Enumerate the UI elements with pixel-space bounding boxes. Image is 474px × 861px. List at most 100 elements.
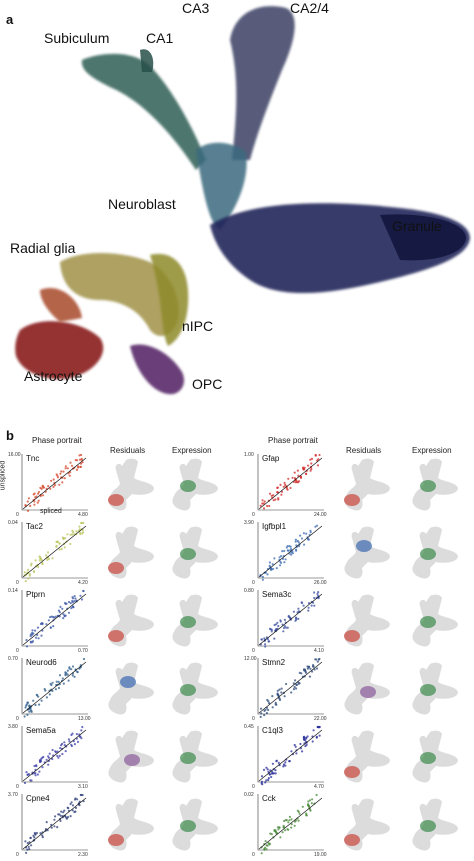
- phase-point: [264, 846, 267, 849]
- umap-silhouette: [344, 526, 390, 579]
- phase-point: [71, 674, 74, 677]
- phase-point: [37, 637, 40, 640]
- phase-point: [81, 461, 84, 464]
- phase-point: [271, 563, 274, 566]
- phase-point: [272, 494, 275, 497]
- phase-point: [306, 735, 309, 738]
- phase-point: [275, 759, 278, 762]
- phase-point: [297, 541, 300, 544]
- phase-point: [46, 558, 49, 561]
- phase-point: [71, 665, 75, 668]
- phase-point: [41, 494, 45, 497]
- phase-point: [29, 564, 33, 567]
- phase-point: [69, 461, 72, 464]
- phase-point: [28, 710, 31, 713]
- phase-point: [317, 591, 320, 594]
- phase-point: [28, 848, 31, 851]
- highlight-region: [420, 684, 436, 696]
- phase-point: [56, 826, 59, 829]
- phase-point: [270, 630, 273, 633]
- phase-point: [34, 772, 37, 775]
- phase-point: [262, 768, 266, 771]
- gene-name: Tnc: [26, 454, 40, 463]
- phase-point: [48, 693, 51, 696]
- phase-point: [315, 524, 319, 527]
- phase-point: [274, 769, 277, 772]
- phase-point: [313, 591, 316, 594]
- phase-point: [61, 481, 64, 484]
- phase-point: [283, 695, 286, 698]
- phase-point: [260, 780, 264, 783]
- phase-point: [46, 551, 50, 554]
- phase-point: [50, 479, 53, 482]
- phase-point: [79, 594, 82, 597]
- phase-point: [272, 499, 275, 502]
- phase-point: [294, 481, 297, 484]
- x-max-tick: 4.10: [314, 648, 324, 654]
- phase-point: [63, 546, 66, 549]
- phase-point: [295, 687, 298, 690]
- phase-point: [279, 560, 282, 563]
- phase-point: [44, 689, 47, 692]
- gene-name: Cck: [262, 794, 276, 803]
- highlight-region: [108, 630, 124, 642]
- residual-map-tnc: [108, 458, 154, 511]
- phase-point: [70, 801, 73, 804]
- phase-point: [315, 793, 318, 797]
- expression-map-ptprn: [172, 594, 218, 647]
- steady-state-line: [22, 661, 87, 714]
- phase-portrait-svg: [257, 522, 324, 581]
- phase-axes: [21, 454, 88, 511]
- phase-point: [276, 693, 279, 696]
- expression-map-sema3c: [412, 594, 458, 647]
- phase-point: [311, 670, 314, 673]
- phase-point: [273, 557, 276, 560]
- highlight-region: [420, 480, 436, 492]
- phase-point: [293, 743, 296, 747]
- steady-state-line: [258, 593, 323, 646]
- phase-point: [287, 477, 290, 480]
- phase-point: [73, 743, 76, 746]
- highlight-region: [108, 834, 124, 846]
- phase-point: [297, 819, 300, 822]
- phase-point: [66, 669, 69, 672]
- phase-point: [57, 686, 61, 690]
- phase-point: [60, 810, 63, 813]
- phase-point: [29, 641, 32, 644]
- phase-point: [263, 637, 266, 640]
- phase-axes: [21, 794, 88, 851]
- x-max-tick: 4.20: [78, 580, 88, 586]
- phase-point: [260, 852, 263, 855]
- gene-name: C1ql3: [262, 726, 283, 735]
- label-subiculum: Subiculum: [44, 30, 110, 46]
- phase-point: [64, 674, 67, 677]
- phase-portrait-svg: [257, 453, 324, 511]
- phase-point: [37, 565, 40, 568]
- phase-portrait-igfbpl1: [254, 520, 326, 582]
- y-max-tick: 3.90: [244, 520, 254, 526]
- phase-point: [269, 769, 272, 772]
- phase-point: [316, 592, 319, 596]
- phase-point: [296, 469, 299, 472]
- phase-point: [40, 622, 43, 625]
- phase-point: [76, 670, 79, 673]
- phase-point: [40, 634, 43, 637]
- phase-point: [69, 802, 72, 806]
- phase-point: [73, 675, 76, 678]
- phase-point: [288, 545, 291, 548]
- phase-point: [309, 458, 312, 461]
- phase-point: [61, 607, 64, 610]
- gene-name: Ptprn: [26, 590, 46, 599]
- phase-point: [309, 667, 312, 670]
- phase-point: [39, 760, 42, 764]
- x-axis-label: spliced: [40, 508, 62, 515]
- phase-portrait-svg: [21, 725, 88, 785]
- phase-point: [81, 725, 84, 729]
- phase-point: [264, 840, 267, 843]
- phase-point: [53, 484, 57, 487]
- residual-map-sema3c: [344, 594, 390, 647]
- phase-point: [51, 689, 54, 693]
- phase-point: [316, 464, 320, 467]
- phase-point: [73, 595, 76, 598]
- phase-point: [50, 826, 53, 829]
